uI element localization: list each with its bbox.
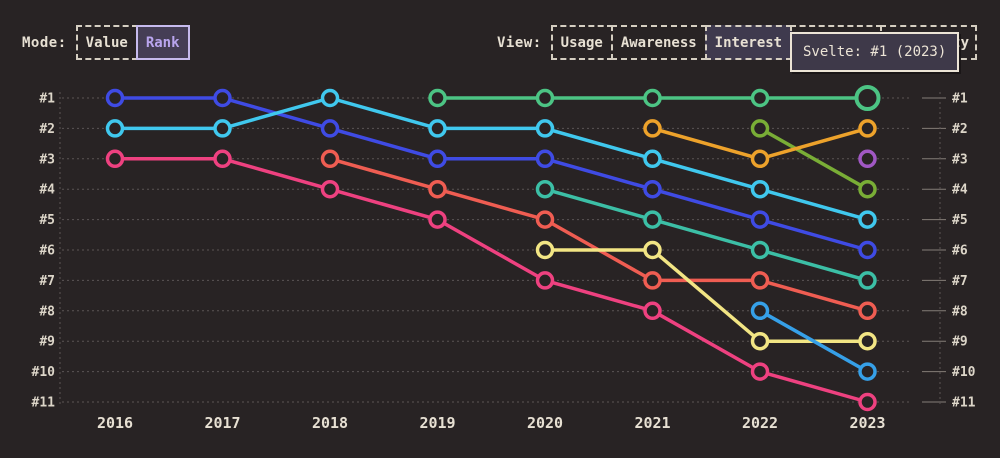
chart-point-series-pink-2020[interactable] bbox=[535, 271, 555, 290]
chart-point-series-pink-2021[interactable] bbox=[643, 301, 662, 321]
chart-point-series-salmon-2020[interactable] bbox=[535, 210, 555, 229]
rank-axis-label-left: #5 bbox=[39, 213, 55, 228]
chart-point-series-cyan-2018[interactable] bbox=[320, 88, 340, 108]
chart-point-series-blue-2018[interactable] bbox=[320, 119, 340, 138]
chart-point-series-cyan-2017[interactable] bbox=[213, 119, 232, 138]
rank-axis-label-right: #4 bbox=[952, 183, 968, 198]
rank-axis-label-left: #1 bbox=[39, 92, 55, 107]
mode-label: Mode: bbox=[22, 34, 67, 51]
chart-point-series-pink-2016[interactable] bbox=[105, 149, 125, 169]
chart-point-series-pink-2023[interactable] bbox=[858, 392, 877, 412]
rank-axis-label-left: #7 bbox=[39, 274, 55, 289]
chart-point-series-pink-2022[interactable] bbox=[750, 362, 770, 381]
chart-point-series-salmon-2022[interactable] bbox=[750, 271, 770, 290]
chart-point-series-cyan-2019[interactable] bbox=[428, 119, 447, 138]
mode-switcher: Mode: Value Rank bbox=[22, 25, 190, 60]
chart-point-series-lightblue-2022[interactable] bbox=[750, 301, 770, 321]
chart-line-series-teal bbox=[543, 187, 870, 283]
rank-axis-label-left: #2 bbox=[39, 122, 55, 137]
tooltip-text: Svelte: #1 (2023) bbox=[803, 44, 947, 60]
chart-point-series-cyan-2020[interactable] bbox=[535, 119, 555, 138]
rank-axis-label-right: #3 bbox=[952, 152, 968, 167]
chart-point-series-cyan-2023[interactable] bbox=[858, 210, 877, 229]
rank-axis-label-right: #2 bbox=[952, 122, 968, 137]
rank-axis-label-left: #8 bbox=[39, 304, 55, 319]
chart-line-series-olive bbox=[758, 126, 870, 191]
chart-line-series-salmon bbox=[328, 157, 870, 313]
view-switcher: View: Usage Awareness Interest ty bbox=[497, 25, 978, 60]
chart-point-Svelte-2019[interactable] bbox=[428, 88, 447, 108]
rank-axis-label-left: #6 bbox=[39, 244, 55, 259]
chart-point-series-olive-2022[interactable] bbox=[750, 119, 770, 138]
year-axis-label: 2020 bbox=[527, 414, 563, 432]
chart-point-series-blue-2017[interactable] bbox=[213, 88, 232, 108]
rank-axis-label-right: #9 bbox=[952, 335, 968, 350]
chart-point-Svelte-2021[interactable] bbox=[643, 88, 662, 108]
chart-point-series-salmon-2023[interactable] bbox=[858, 301, 877, 321]
chart-line-series-cyan bbox=[113, 96, 870, 222]
chart-line-series-blue bbox=[113, 96, 870, 252]
chart-point-series-olive-2023[interactable] bbox=[858, 179, 877, 199]
year-axis-label: 2023 bbox=[849, 414, 885, 432]
chart-point-series-blue-2019[interactable] bbox=[428, 149, 447, 169]
chart-point-series-teal-2022[interactable] bbox=[750, 240, 770, 260]
year-axis-label: 2019 bbox=[419, 414, 455, 432]
chart-point-series-blue-2021[interactable] bbox=[643, 179, 662, 199]
year-axis-label: 2016 bbox=[97, 414, 133, 432]
chart-point-series-teal-2021[interactable] bbox=[643, 210, 662, 229]
chart-point-series-cyan-2022[interactable] bbox=[750, 179, 770, 199]
year-axis-label: 2022 bbox=[742, 414, 778, 432]
chart-line-series-lightblue bbox=[758, 309, 870, 374]
chart-point-series-blue-2022[interactable] bbox=[750, 210, 770, 229]
year-axis-label: 2017 bbox=[204, 414, 240, 432]
rank-axis-label-left: #9 bbox=[39, 335, 55, 350]
chart-point-series-yellow-2023[interactable] bbox=[858, 331, 877, 351]
view-label: View: bbox=[497, 34, 542, 51]
tooltip: Svelte: #1 (2023) bbox=[790, 32, 960, 72]
chart-point-series-salmon-2021[interactable] bbox=[643, 271, 662, 290]
chart-point-series-cyan-2021[interactable] bbox=[643, 149, 662, 169]
rank-axis-label-right: #10 bbox=[952, 365, 976, 380]
rank-axis-label-left: #3 bbox=[39, 152, 55, 167]
chart-point-series-orange-2022[interactable] bbox=[750, 149, 770, 169]
rank-axis-label-left: #10 bbox=[32, 365, 56, 380]
chart-point-series-pink-2018[interactable] bbox=[320, 179, 340, 199]
chart-point-series-orange-2023[interactable] bbox=[858, 119, 877, 138]
rank-axis-label-right: #1 bbox=[952, 92, 968, 107]
chart-point-series-yellow-2021[interactable] bbox=[643, 240, 662, 260]
chart-point-series-pink-2017[interactable] bbox=[213, 149, 232, 169]
mode-buttons: Value Rank bbox=[75, 25, 190, 60]
chart-point-series-salmon-2019[interactable] bbox=[428, 179, 447, 199]
chart-point-series-orange-2021[interactable] bbox=[643, 119, 662, 138]
rank-axis-label-right: #5 bbox=[952, 213, 968, 228]
rank-axis-label-right: #8 bbox=[952, 304, 968, 319]
chart-point-series-pink-2019[interactable] bbox=[428, 210, 447, 229]
chart-point-series-blue-2023[interactable] bbox=[858, 240, 877, 260]
rank-axis-label-left: #4 bbox=[39, 183, 55, 198]
rank-axis-label-right: #7 bbox=[952, 274, 968, 289]
chart-point-Svelte-2022[interactable] bbox=[750, 88, 770, 108]
chart-point-series-teal-2020[interactable] bbox=[535, 179, 555, 199]
chart-point-series-cyan-2016[interactable] bbox=[105, 119, 125, 138]
chart-point-Svelte-2020[interactable] bbox=[535, 88, 555, 108]
chart-point-series-blue-2020[interactable] bbox=[535, 149, 555, 169]
year-axis-label: 2018 bbox=[312, 414, 348, 432]
chart-point-series-yellow-2022[interactable] bbox=[750, 331, 770, 351]
chart-point-series-blue-2016[interactable] bbox=[105, 88, 125, 108]
chart-point-series-teal-2023[interactable] bbox=[858, 271, 877, 290]
year-axis-label: 2021 bbox=[634, 414, 670, 432]
chart-line-series-pink bbox=[113, 157, 870, 404]
chart-point-series-yellow-2020[interactable] bbox=[535, 240, 555, 260]
chart-point-series-lightblue-2023[interactable] bbox=[858, 362, 877, 381]
chart-point-series-salmon-2018[interactable] bbox=[320, 149, 340, 169]
rank-axis-label-right: #6 bbox=[952, 244, 968, 259]
mode-button-rank[interactable]: Rank bbox=[135, 25, 190, 60]
rank-axis-label-left: #11 bbox=[32, 396, 56, 411]
chart-point-Svelte-2023[interactable] bbox=[854, 85, 881, 111]
rank-axis-label-right: #11 bbox=[952, 396, 976, 411]
chart-point-series-purple-2023[interactable] bbox=[858, 149, 877, 169]
